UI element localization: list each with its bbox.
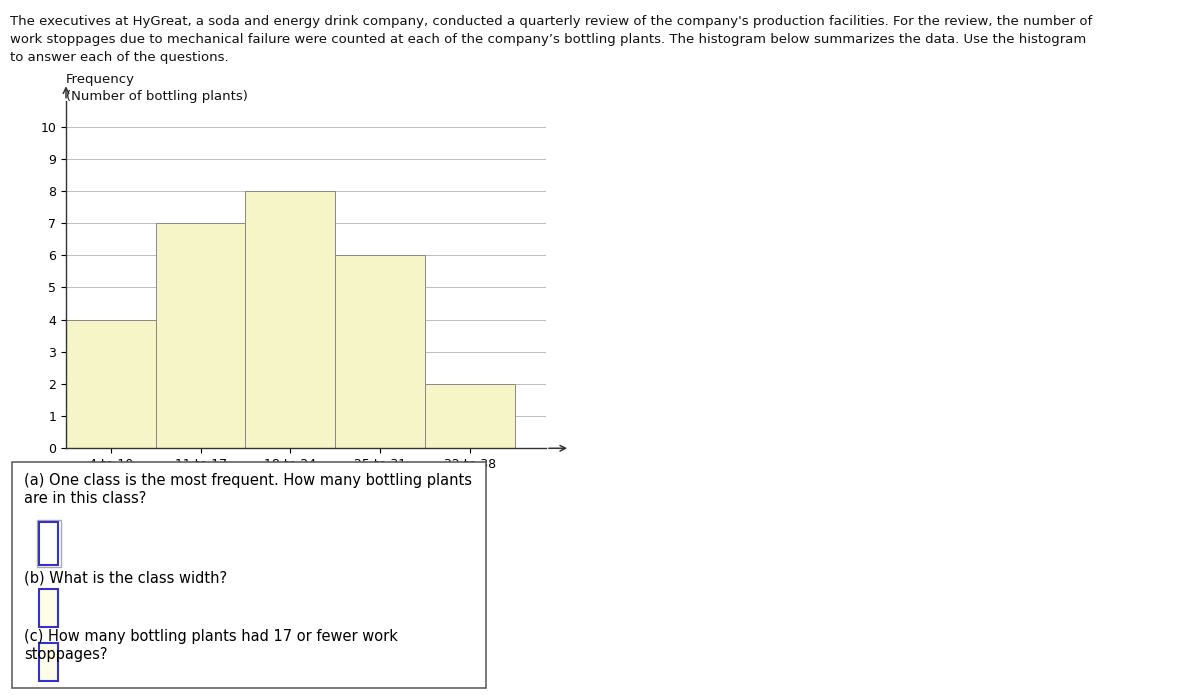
Text: to answer each of the questions.: to answer each of the questions. bbox=[10, 51, 228, 65]
Bar bbox=[335, 255, 425, 448]
Bar bbox=[425, 384, 515, 448]
Text: (c) How many bottling plants had 17 or fewer work
stoppages?: (c) How many bottling plants had 17 or f… bbox=[24, 630, 397, 662]
Text: Frequency: Frequency bbox=[66, 73, 134, 86]
Text: (a) One class is the most frequent. How many bottling plants
are in this class?: (a) One class is the most frequent. How … bbox=[24, 473, 472, 506]
Bar bbox=[40, 522, 59, 565]
Text: work stoppages due to mechanical failure were counted at each of the company’s b: work stoppages due to mechanical failure… bbox=[10, 33, 1086, 47]
X-axis label: Number of work stoppages: Number of work stoppages bbox=[216, 477, 396, 489]
Bar bbox=[156, 223, 246, 448]
Bar bbox=[66, 320, 156, 448]
Text: (b) What is the class width?: (b) What is the class width? bbox=[24, 571, 227, 586]
Bar bbox=[40, 643, 58, 681]
Bar bbox=[37, 520, 61, 567]
Text: The executives at HyGreat, a soda and energy drink company, conducted a quarterl: The executives at HyGreat, a soda and en… bbox=[10, 15, 1092, 28]
Bar bbox=[246, 191, 335, 448]
Text: (Number of bottling plants): (Number of bottling plants) bbox=[66, 90, 248, 104]
Bar bbox=[40, 589, 58, 627]
